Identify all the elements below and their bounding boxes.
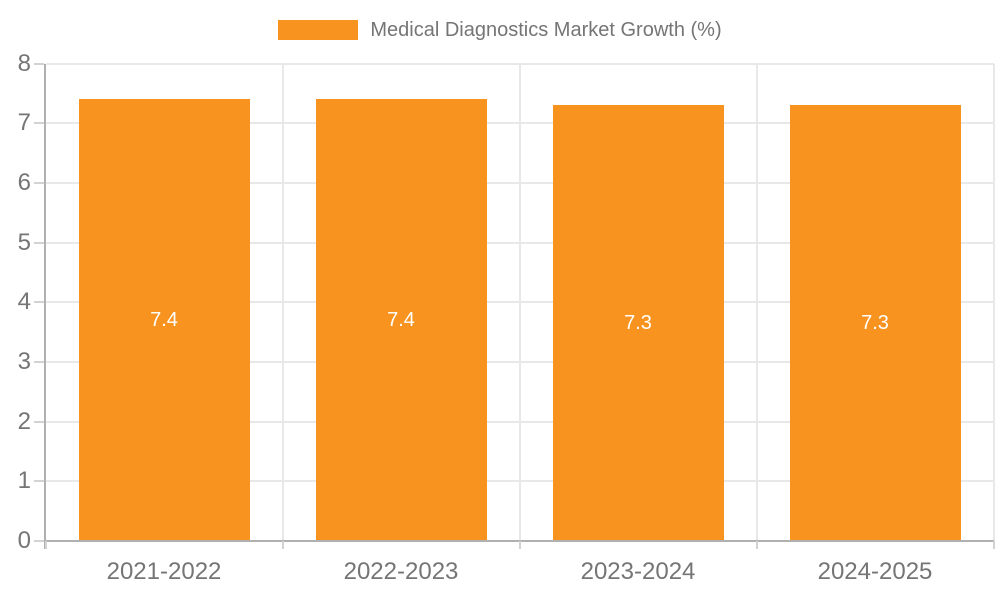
y-axis-tick-label: 1 — [17, 467, 31, 495]
y-axis-tick-label: 7 — [17, 109, 31, 137]
bar-value-label: 7.3 — [624, 312, 652, 335]
gridline-vertical — [518, 63, 521, 541]
y-axis-tick-label: 6 — [17, 168, 31, 196]
y-axis-line — [44, 63, 46, 549]
y-axis-tick-label: 4 — [17, 288, 31, 316]
gridline-vertical — [281, 63, 284, 541]
x-axis-tick — [44, 541, 47, 549]
bar-value-label: 7.4 — [150, 309, 178, 332]
y-axis-tick — [34, 360, 44, 363]
y-axis-tick — [34, 62, 44, 65]
legend-swatch-icon — [278, 20, 359, 40]
y-axis-tick-label: 0 — [17, 527, 31, 554]
x-axis-line — [34, 540, 994, 542]
x-axis-category-label: 2021-2022 — [106, 558, 222, 585]
y-axis-tick — [34, 122, 44, 125]
bar-value-label: 7.3 — [861, 312, 889, 335]
x-axis-tick — [755, 541, 758, 549]
y-axis-tick-label: 5 — [17, 228, 31, 256]
x-axis-category-label: 2022-2023 — [343, 558, 459, 585]
bar — [315, 99, 487, 541]
bar — [78, 99, 250, 541]
plot-area: 7.4 7.4 7.3 7.3 — [45, 62, 995, 541]
x-axis-category-label: 2024-2025 — [817, 558, 933, 585]
y-axis-tick — [34, 420, 44, 423]
y-axis-tick — [34, 540, 44, 542]
chart-legend[interactable]: Medical Diagnostics Market Growth (%) — [0, 14, 1000, 46]
bar — [552, 105, 724, 541]
legend-label: Medical Diagnostics Market Growth (%) — [370, 18, 722, 41]
x-axis-category-label: 2023-2024 — [580, 558, 696, 585]
bar — [789, 105, 961, 541]
y-axis-tick — [34, 181, 44, 184]
y-axis-tick — [34, 480, 44, 483]
y-axis-tick-label: 2 — [17, 407, 31, 435]
x-axis-tick — [518, 541, 521, 549]
bar-value-label: 7.4 — [387, 309, 415, 332]
x-axis-tick — [992, 541, 995, 549]
y-axis-tick-label: 8 — [17, 49, 31, 77]
y-axis-tick-label: 3 — [17, 347, 31, 375]
gridline-vertical — [755, 63, 758, 541]
y-axis-tick — [34, 301, 44, 304]
y-axis-tick — [34, 241, 44, 244]
x-axis-tick — [281, 541, 284, 549]
gridline-vertical — [992, 63, 995, 541]
